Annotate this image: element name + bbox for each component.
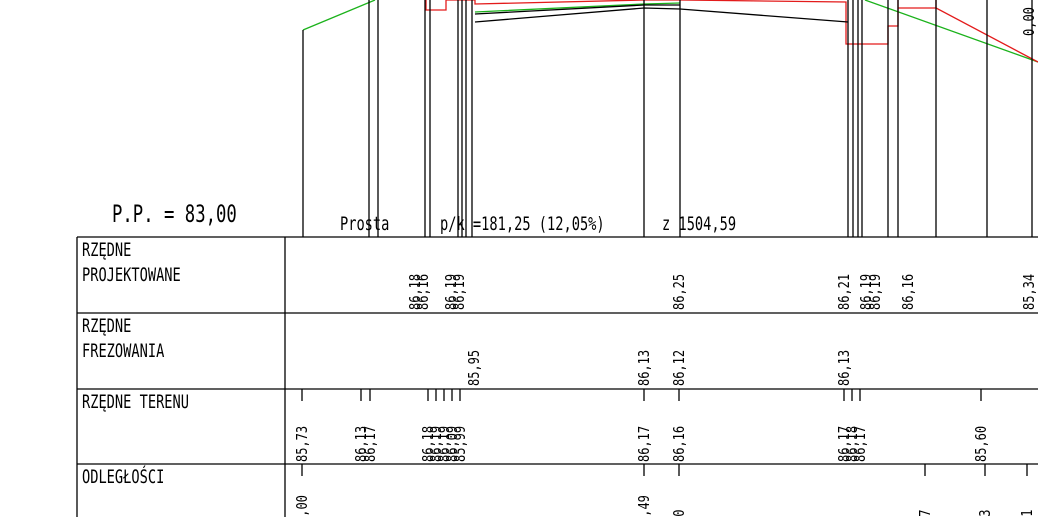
row-value: 86,21	[836, 274, 854, 310]
row-value: 86,16	[900, 274, 918, 310]
row-label: RZĘDNE	[82, 239, 131, 261]
terrain-line	[302, 0, 376, 31]
row-value: 86,19	[867, 274, 885, 310]
row-value: 86,19	[858, 274, 876, 310]
design-line	[474, 4, 680, 15]
row-value: 00	[671, 510, 689, 517]
row-label: FREZOWANIA	[82, 340, 164, 362]
row-value: 86,17	[852, 426, 870, 462]
row-value: 86,13	[636, 350, 654, 386]
row-value: 1,49	[636, 495, 654, 517]
row-value: 61	[1019, 510, 1037, 517]
slope-label: p/k =181,25 (12,05%)	[440, 213, 605, 235]
row-value: 86,18	[407, 274, 425, 310]
row-value: 86,12	[671, 350, 689, 386]
segment-label: Prosta	[340, 213, 389, 235]
row-value: 85,60	[973, 426, 991, 462]
row-label: RZĘDNE	[82, 315, 131, 337]
row-label: ODLEGŁOŚCI	[82, 466, 164, 488]
row-value: 85,34	[1021, 274, 1038, 310]
row-value: 86,19	[451, 274, 469, 310]
row-value: 86,17	[636, 426, 654, 462]
row-value: 86,18	[844, 426, 862, 462]
row-value: 86,19	[443, 274, 461, 310]
row-value: 86,19	[436, 426, 454, 462]
row-value: 86,19	[428, 426, 446, 462]
terrain-line	[864, 0, 1038, 63]
row-value: 37	[917, 510, 935, 517]
row-value: 86,13	[836, 350, 854, 386]
row-value: 86,16	[671, 426, 689, 462]
row-value: 86,25	[671, 274, 689, 310]
row-value: 03	[977, 510, 995, 517]
row-value: 86,17	[836, 426, 854, 462]
row-value: 86,16	[415, 274, 433, 310]
row-value: 85,99	[452, 426, 470, 462]
end-label: z 1504,59	[662, 213, 736, 235]
row-value: 85,95	[466, 350, 484, 386]
design-line	[474, 7, 849, 23]
row-label: RZĘDNE TERENU	[82, 391, 189, 413]
row-value: 86,09	[444, 426, 462, 462]
row-label: PROJEKTOWANE	[82, 264, 181, 286]
row-value: 86,13	[353, 426, 371, 462]
row-value: 86,17	[362, 426, 380, 462]
row-value: 85,73	[294, 426, 312, 462]
row-value: 6,00	[294, 495, 312, 517]
row-value: 86,18	[420, 426, 438, 462]
design-line	[425, 0, 1038, 63]
top-value: 0,00	[1021, 7, 1038, 36]
datum: P.P. = 83,00	[112, 200, 237, 228]
